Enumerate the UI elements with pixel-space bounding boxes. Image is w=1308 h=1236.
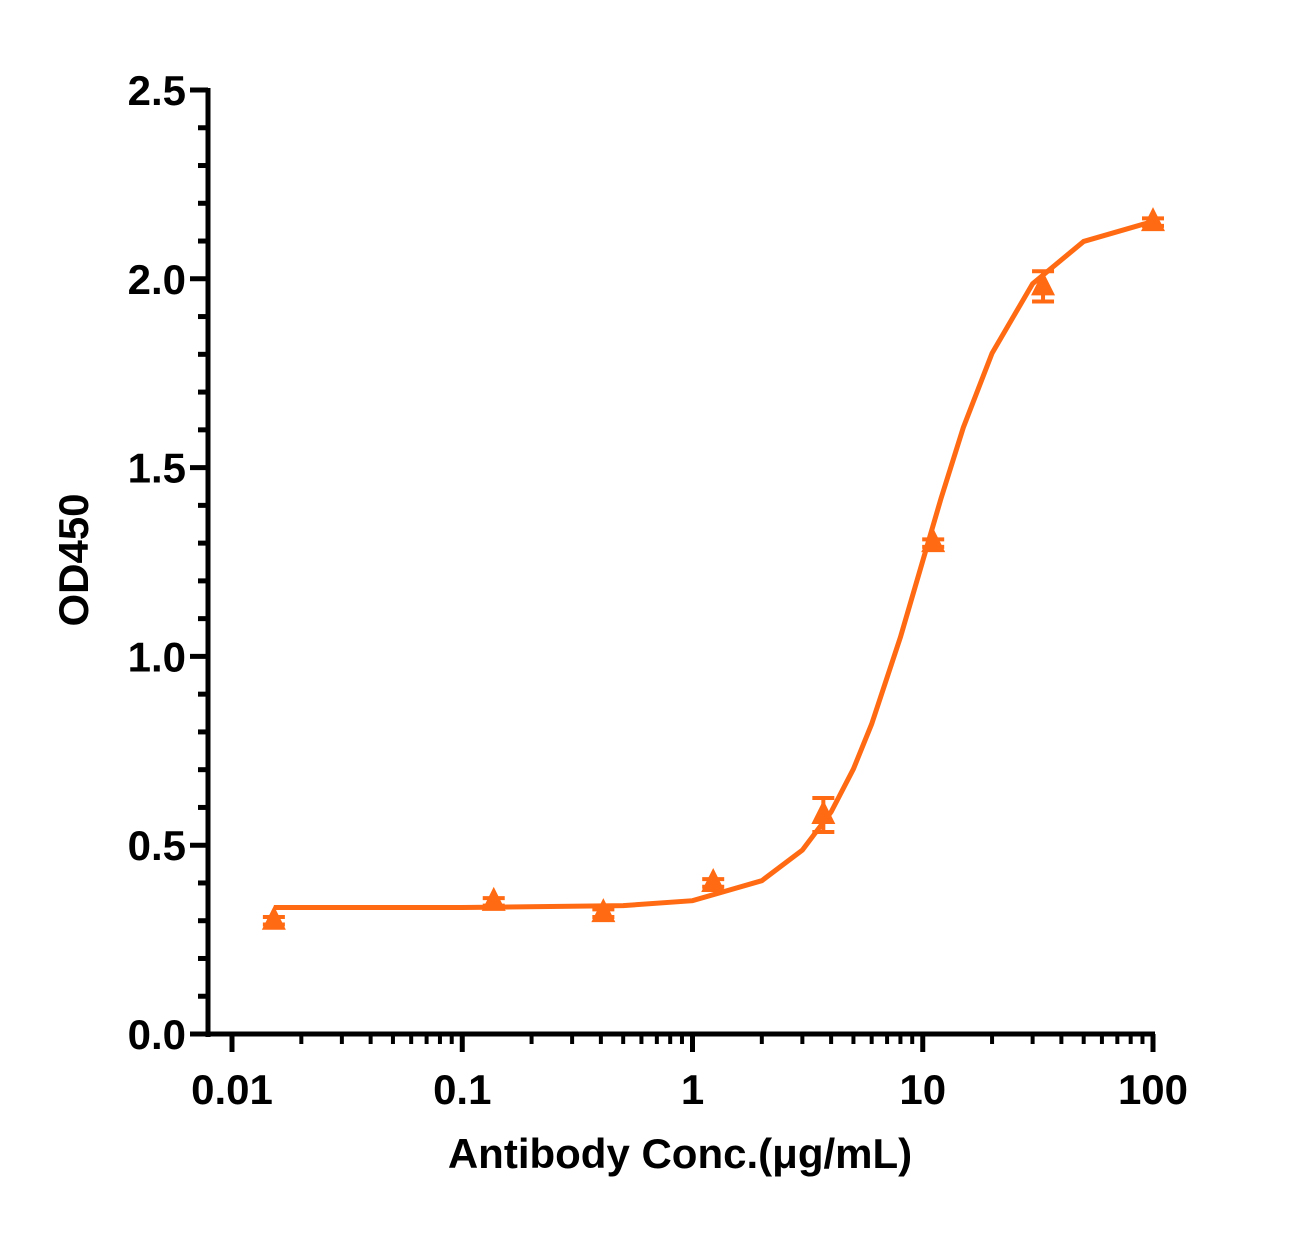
x-tick-label: 0.01 <box>191 1066 273 1113</box>
point <box>1031 271 1056 296</box>
point <box>261 905 286 930</box>
x-tick-label: 0.1 <box>433 1066 491 1113</box>
point <box>701 867 726 892</box>
point <box>591 898 616 923</box>
x-tick-label: 10 <box>899 1066 946 1113</box>
x-tick-label: 100 <box>1118 1066 1188 1113</box>
y-tick-label: 1.0 <box>128 633 186 680</box>
x-tick-label: 1 <box>681 1066 704 1113</box>
y-tick-label: 0.0 <box>128 1011 186 1058</box>
y-tick-label: 1.5 <box>128 445 186 492</box>
y-axis-title: OD450 <box>50 493 97 626</box>
fit-curve <box>273 219 1154 911</box>
x-axis-title: Antibody Conc.(μg/mL) <box>448 1130 912 1177</box>
y-tick-label: 2.0 <box>128 256 186 303</box>
y-tick-label: 0.5 <box>128 822 186 869</box>
y-tick-label: 2.5 <box>128 67 186 114</box>
